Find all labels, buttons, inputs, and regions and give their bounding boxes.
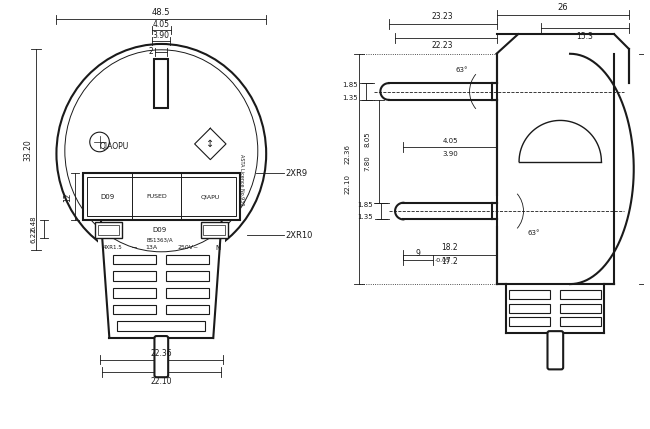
Bar <box>203 225 225 235</box>
Bar <box>560 304 601 312</box>
Bar <box>509 290 551 299</box>
FancyBboxPatch shape <box>155 336 168 377</box>
Text: 48.5: 48.5 <box>152 8 170 17</box>
Text: BS1363/A: BS1363/A <box>146 238 173 242</box>
Text: 26: 26 <box>557 3 568 12</box>
Text: -0.05: -0.05 <box>435 257 450 263</box>
Bar <box>509 317 551 326</box>
Bar <box>117 321 205 331</box>
Text: 33.20: 33.20 <box>23 139 32 161</box>
Text: 4XR1.5: 4XR1.5 <box>103 245 122 251</box>
Text: 250V~: 250V~ <box>177 245 198 251</box>
Text: 7.80: 7.80 <box>364 155 370 171</box>
Bar <box>83 173 240 221</box>
Text: 17.2: 17.2 <box>441 257 458 266</box>
Text: 3.90: 3.90 <box>153 30 170 39</box>
Text: 3.90: 3.90 <box>442 151 458 157</box>
Text: 2XR10: 2XR10 <box>286 231 313 239</box>
FancyBboxPatch shape <box>547 331 563 369</box>
Text: 22.23: 22.23 <box>432 42 453 51</box>
Bar <box>560 290 601 299</box>
Text: 15.3: 15.3 <box>577 32 593 41</box>
Bar <box>95 222 122 238</box>
Polygon shape <box>98 201 225 269</box>
Text: 1.35: 1.35 <box>343 95 358 101</box>
Bar <box>113 288 157 298</box>
Text: 8.05: 8.05 <box>364 132 370 147</box>
Text: D09: D09 <box>100 194 114 200</box>
Bar <box>166 255 209 265</box>
Bar <box>560 317 601 326</box>
Text: 6.48: 6.48 <box>31 215 37 231</box>
Ellipse shape <box>57 44 266 263</box>
Bar <box>166 272 209 281</box>
Text: QIAOPU: QIAOPU <box>99 142 129 151</box>
Bar <box>113 255 157 265</box>
Text: 13A: 13A <box>146 245 157 251</box>
Text: 4.05: 4.05 <box>153 20 170 29</box>
Text: 22.10: 22.10 <box>151 377 172 386</box>
Text: 23.23: 23.23 <box>432 12 454 21</box>
Text: 2XR9: 2XR9 <box>286 169 308 178</box>
Bar <box>98 225 119 235</box>
Bar <box>166 288 209 298</box>
Bar <box>166 305 209 314</box>
Bar <box>200 222 228 238</box>
Bar <box>113 272 157 281</box>
Text: 18.2: 18.2 <box>441 243 458 252</box>
Text: FUSED: FUSED <box>146 194 167 199</box>
Bar <box>509 304 551 312</box>
Text: 22.10: 22.10 <box>344 174 350 193</box>
Text: 63°: 63° <box>528 230 540 236</box>
Text: N: N <box>216 245 221 251</box>
Text: ↕: ↕ <box>206 139 215 149</box>
Text: QIAPU: QIAPU <box>201 194 220 199</box>
Bar <box>113 305 157 314</box>
Text: 1.85: 1.85 <box>358 202 373 208</box>
Bar <box>87 177 236 217</box>
Text: 22.36: 22.36 <box>151 349 172 358</box>
Text: 63°: 63° <box>456 67 469 73</box>
Text: 2: 2 <box>148 47 153 56</box>
Text: 22.36: 22.36 <box>344 144 350 164</box>
Text: 6.22: 6.22 <box>31 227 37 243</box>
Text: 9: 9 <box>416 249 421 258</box>
Text: 12: 12 <box>62 192 72 202</box>
Bar <box>155 59 168 108</box>
Text: 1.35: 1.35 <box>358 214 373 221</box>
Text: D09: D09 <box>152 227 166 233</box>
Text: 4.05: 4.05 <box>442 138 458 144</box>
Text: ASTA Licence No.930: ASTA Licence No.930 <box>239 154 244 205</box>
Text: 1.85: 1.85 <box>343 82 358 88</box>
